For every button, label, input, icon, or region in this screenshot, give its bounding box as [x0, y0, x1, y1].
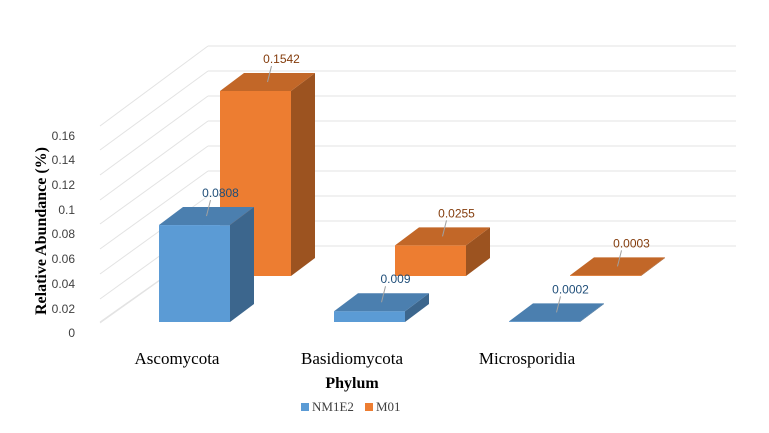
bar-side — [405, 293, 429, 322]
data-label: 0.0255 — [438, 206, 475, 220]
bar-side — [641, 257, 665, 276]
bar-M01-Ascomycota: 0.1542 — [220, 52, 315, 276]
bar-front — [395, 245, 466, 276]
bar-side — [230, 207, 254, 322]
legend-label: M01 — [376, 399, 401, 414]
y-tick-label: 0.06 — [52, 252, 76, 266]
bar-NM1E2-Basidiomycota: 0.009 — [334, 272, 429, 322]
y-axis-ticks: 0 0.02 0.04 0.06 0.08 0.1 0.12 0.14 0.16 — [52, 129, 76, 340]
data-label: 0.1542 — [263, 52, 300, 66]
bar-M01-Microsporidia: 0.0003 — [570, 236, 665, 276]
y-tick-label: 0.1 — [58, 203, 75, 217]
category-label: Basidiomycota — [301, 349, 403, 368]
gridline-side — [99, 170, 209, 250]
data-label-leader — [206, 199, 211, 217]
bar-side — [291, 73, 315, 276]
y-tick-label: 0.08 — [52, 227, 76, 241]
data-label-leader — [556, 296, 561, 313]
gridline-side — [99, 145, 209, 225]
y-tick-label: 0.14 — [52, 153, 76, 167]
bars: 0.1542 0.0255 0.0003 0.0808 0.009 0.0002 — [159, 52, 665, 322]
gridline-side — [99, 120, 209, 201]
bar-side — [580, 303, 604, 322]
gridline-side — [99, 45, 209, 127]
data-label: 0.009 — [380, 272, 410, 286]
bar-front — [509, 321, 580, 322]
category-label: Ascomycota — [135, 349, 220, 368]
bar-M01-Basidiomycota: 0.0255 — [395, 206, 490, 276]
legend-swatch — [301, 403, 309, 411]
y-axis-title: Relative Abundance (%) — [33, 147, 50, 315]
bar-front — [159, 225, 230, 322]
data-label-leader — [381, 286, 386, 303]
data-label-leader — [442, 220, 447, 237]
data-label: 0.0808 — [202, 186, 239, 200]
y-tick-label: 0.12 — [52, 178, 76, 192]
category-label: Microsporidia — [479, 349, 576, 368]
y-tick-label: 0.16 — [52, 129, 76, 143]
x-axis-title: Phylum — [325, 375, 379, 392]
gridline-side — [99, 70, 209, 151]
y-tick-label: 0.02 — [52, 302, 76, 316]
legend: NM1E2 M01 — [301, 399, 401, 414]
data-label: 0.0003 — [613, 236, 650, 250]
y-tick-label: 0 — [68, 326, 75, 340]
data-label: 0.0002 — [552, 282, 589, 296]
legend-label: NM1E2 — [312, 399, 354, 414]
bar-NM1E2-Ascomycota: 0.0808 — [159, 186, 254, 322]
category-labels: Ascomycota Basidiomycota Microsporidia — [135, 349, 576, 368]
data-label-leader — [267, 65, 272, 83]
bar-front — [334, 311, 405, 322]
y-tick-label: 0.04 — [52, 277, 76, 291]
bar-NM1E2-Microsporidia: 0.0002 — [509, 282, 604, 322]
legend-swatch — [365, 403, 373, 411]
data-label-leader — [617, 250, 622, 267]
bar-front — [570, 275, 641, 276]
bar-side — [466, 227, 490, 276]
gridline-side — [99, 95, 209, 176]
